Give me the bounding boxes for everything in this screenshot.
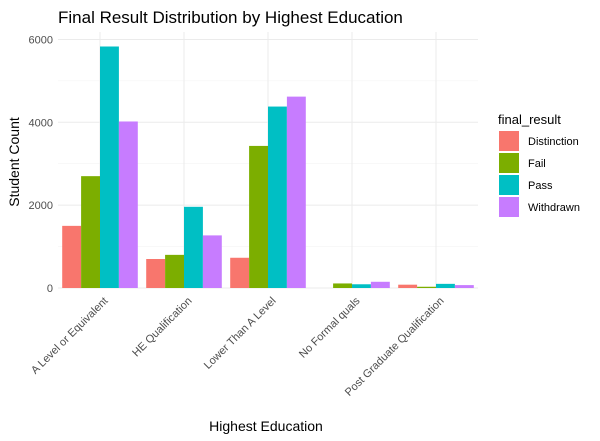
x-axis-ticks: A Level or Equivalent HE Qualification Low…: [29, 295, 447, 399]
bar: [230, 257, 250, 288]
bar: [370, 281, 390, 288]
y-axis-title: Student Count: [6, 117, 22, 207]
bar: [81, 176, 100, 288]
y-tick-label: 0: [47, 283, 53, 295]
bar: [454, 285, 474, 288]
bar: [100, 46, 119, 288]
chart-title: Final Result Distribution by Highest Edu…: [58, 8, 403, 27]
bar: [62, 225, 82, 288]
bar: [417, 286, 436, 288]
bar: [118, 121, 138, 288]
bar: [398, 284, 418, 288]
legend-key: [499, 153, 519, 173]
y-tick-label: 2000: [29, 200, 53, 212]
legend-key: [499, 175, 519, 195]
bar: [268, 106, 287, 288]
legend-title: final_result: [498, 112, 561, 127]
x-tick-label: Post Graduate Qualification: [343, 295, 447, 399]
x-axis-title: Highest Education: [209, 418, 323, 434]
bar: [146, 259, 166, 288]
legend-label: Pass: [528, 180, 553, 192]
x-tick-label: Lower Than A Level: [202, 295, 279, 372]
bar: [286, 96, 306, 288]
y-tick-label: 6000: [29, 34, 53, 46]
bar: [436, 283, 455, 288]
legend: final_result Distinction Fail Pass Withdraw…: [498, 112, 580, 217]
bar: [165, 254, 184, 288]
x-tick-label: No Formal quals: [297, 295, 363, 361]
x-tick-label: A Level or Equivalent: [29, 295, 111, 377]
legend-key: [499, 197, 519, 217]
legend-label: Withdrawn: [528, 202, 580, 214]
bar: [249, 145, 268, 288]
legend-label: Fail: [528, 158, 546, 170]
bar: [352, 284, 371, 288]
bar: [333, 283, 352, 288]
y-tick-label: 4000: [29, 117, 53, 129]
legend-label: Distinction: [528, 136, 579, 148]
y-axis-ticks: 0 2000 4000 6000: [29, 34, 53, 295]
bar: [202, 235, 222, 288]
x-tick-label: HE Qualification: [130, 295, 194, 359]
bar: [184, 206, 203, 288]
legend-key: [499, 131, 519, 151]
bars: [62, 46, 474, 288]
